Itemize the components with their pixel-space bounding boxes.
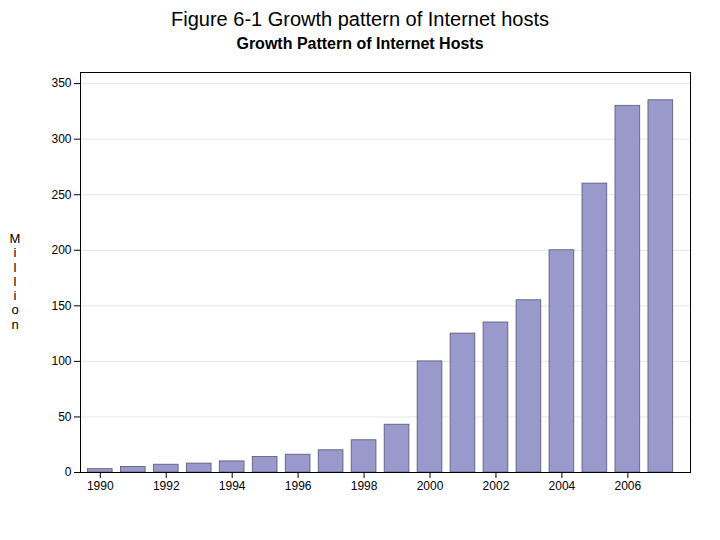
svg-text:200: 200 [51,243,71,257]
svg-text:50: 50 [58,410,72,424]
svg-text:100: 100 [51,354,71,368]
svg-text:0: 0 [65,465,72,479]
svg-text:300: 300 [51,132,71,146]
svg-text:1994: 1994 [219,479,246,493]
html-text:M i l l i o n: M i l l i o n [9,231,21,332]
html-text:Figure 6-1 Growth pattern of I: Figure 6-1 Growth pattern of Internet ho… [171,8,549,30]
svg-text:2004: 2004 [549,479,576,493]
svg-text:250: 250 [51,188,71,202]
svg-text:350: 350 [51,76,71,90]
svg-text:1990: 1990 [87,479,114,493]
svg-text:2002: 2002 [483,479,510,493]
svg-text:1998: 1998 [351,479,378,493]
svg-text:2000: 2000 [417,479,444,493]
html-text:Growth Pattern of Internet Hos: Growth Pattern of Internet Hosts [236,35,484,52]
svg-text:1996: 1996 [285,479,312,493]
svg-text:150: 150 [51,299,71,313]
svg-text:1992: 1992 [153,479,180,493]
svg-text:2006: 2006 [614,479,641,493]
